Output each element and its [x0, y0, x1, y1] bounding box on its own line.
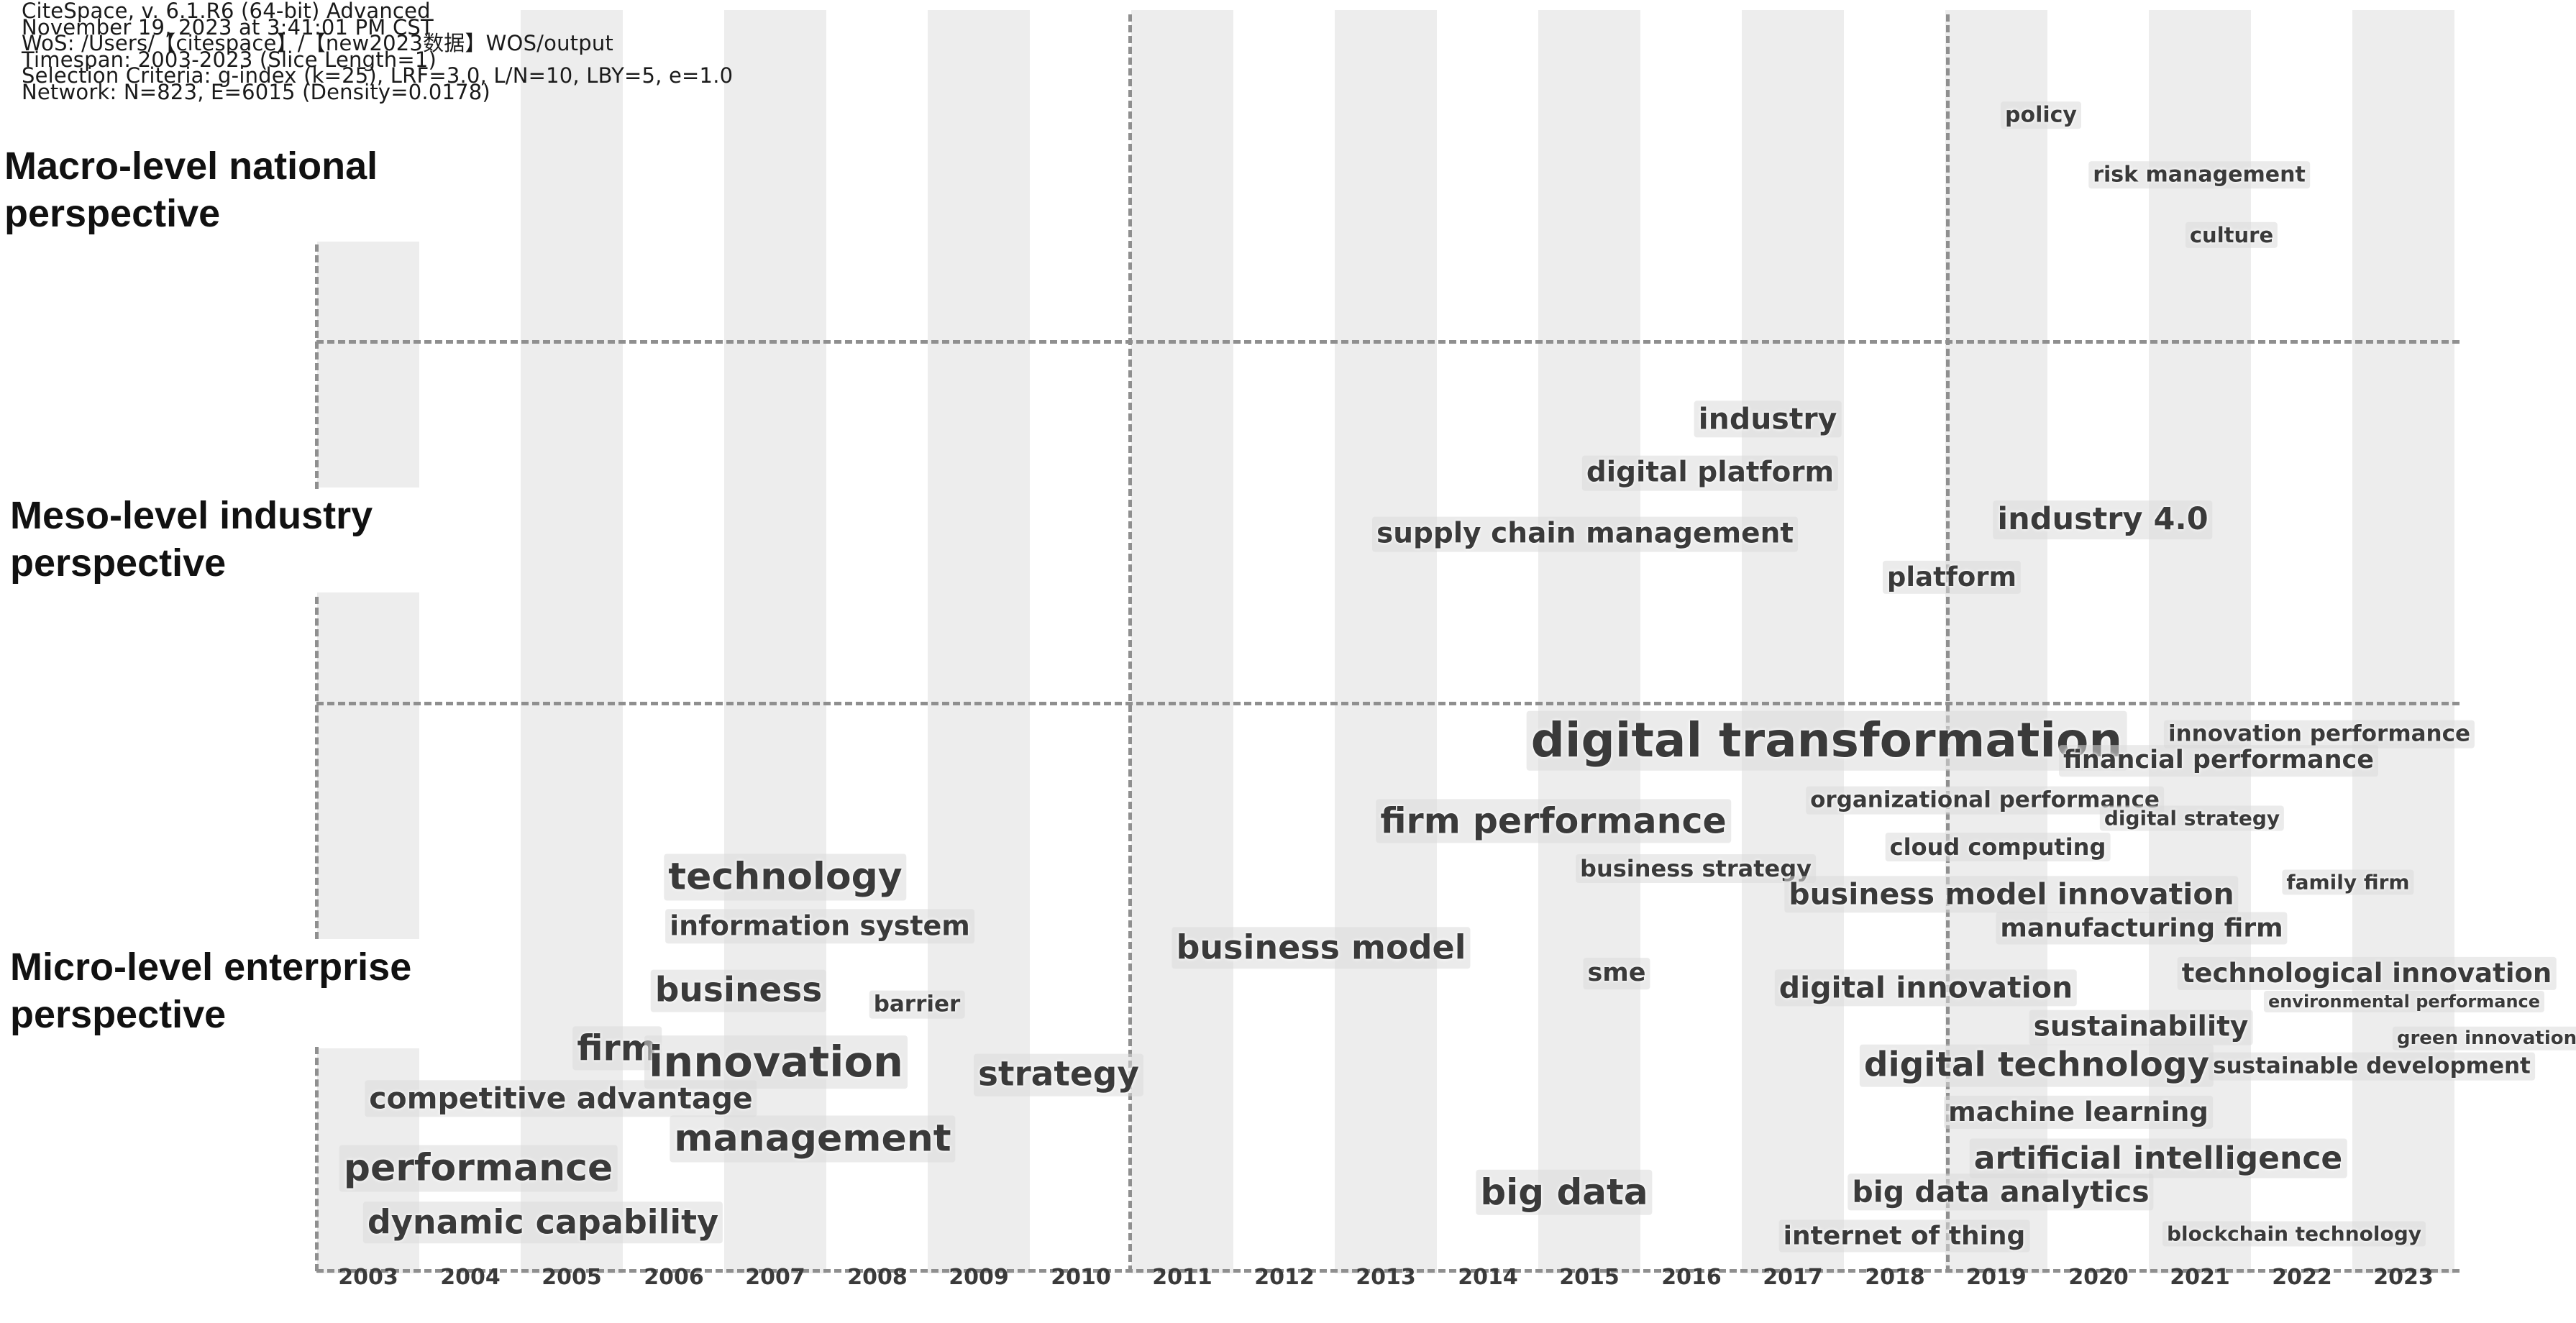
year-label: 2007 — [745, 1265, 805, 1290]
keyword-label: digital transformation — [1526, 710, 2127, 771]
keyword-label: digital platform — [1581, 455, 1839, 491]
keyword-label: business model — [1171, 927, 1471, 969]
year-label: 2015 — [1559, 1265, 1620, 1290]
year-label: 2003 — [338, 1265, 398, 1290]
year-label: 2008 — [847, 1265, 908, 1290]
keyword-label: cloud computing — [1885, 833, 2111, 861]
keyword-label: digital strategy — [2099, 805, 2285, 831]
keyword-label: digital innovation — [1774, 969, 2078, 1007]
header-selection: Selection Criteria: g-index (k=25), LRF=… — [22, 63, 734, 88]
year-label: 2009 — [949, 1265, 1009, 1290]
year-label: 2011 — [1152, 1265, 1212, 1290]
year-label: 2010 — [1051, 1265, 1111, 1290]
keyword-label: big data analytics — [1847, 1173, 2154, 1211]
label-gap-micro — [309, 939, 431, 1048]
level-label-macro: Macro-level national perspective — [4, 142, 378, 237]
year-stripe-2011 — [1131, 10, 1233, 1273]
left-border-meso — [315, 597, 319, 939]
keyword-label: firm — [572, 1026, 662, 1071]
level-label-micro-line2: perspective — [10, 993, 227, 1036]
keyword-label: firm performance — [1376, 799, 1731, 843]
year-label: 2004 — [440, 1265, 501, 1290]
keyword-label: green innovation — [2392, 1026, 2576, 1050]
keyword-label: family firm — [2282, 869, 2414, 895]
period-divider-2018 — [1946, 14, 1950, 1273]
left-border-micro — [315, 1047, 319, 1271]
keyword-label: barrier — [869, 990, 965, 1019]
header-date: November 19, 2023 at 3:41:01 PM CST — [22, 14, 434, 40]
keyword-label: dynamic capability — [362, 1201, 723, 1243]
year-label: 2018 — [1865, 1265, 1925, 1290]
keyword-label: big data — [1476, 1169, 1653, 1215]
keyword-label: policy — [2001, 101, 2081, 129]
level-label-micro-line1: Micro-level enterprise — [10, 946, 412, 989]
meso-micro-divider — [316, 702, 2459, 705]
keyword-label: financial performance — [2058, 745, 2379, 777]
keyword-label: information system — [665, 909, 974, 943]
keyword-label: sustainable development — [2209, 1052, 2535, 1081]
year-stripe-2017 — [1742, 10, 1844, 1273]
citespace-header: CiteSpace, v. 6.1.R6 (64-bit) Advanced N… — [22, 0, 734, 104]
period-divider-2010 — [1128, 14, 1132, 1273]
header-network: Network: N=823, E=6015 (Density=0.0178) — [22, 79, 490, 104]
macro-meso-divider — [316, 340, 2459, 344]
year-label: 2005 — [542, 1265, 602, 1290]
level-label-micro: Micro-level enterprise perspective — [10, 943, 411, 1038]
year-label: 2020 — [2068, 1265, 2129, 1290]
keyword-label: manufacturing firm — [1996, 912, 2288, 945]
year-label: 2012 — [1254, 1265, 1315, 1290]
keyword-label: technological innovation — [2177, 956, 2557, 991]
keyword-label: strategy — [974, 1053, 1143, 1097]
year-stripe-2023 — [2352, 10, 2454, 1273]
header-wos-path: WoS: /Users/【citespace】/【new2023数据】WOS/o… — [22, 31, 613, 55]
year-label: 2013 — [1356, 1265, 1416, 1290]
keyword-label: sustainability — [2029, 1010, 2253, 1045]
keyword-label: industry — [1694, 400, 1842, 438]
keyword-label: risk management — [2088, 161, 2310, 188]
keyword-label: digital technology — [1859, 1044, 2214, 1087]
year-label: 2021 — [2170, 1265, 2230, 1290]
keyword-label: business — [650, 969, 827, 1012]
keyword-label: competitive advantage — [365, 1080, 757, 1117]
keyword-label: platform — [1882, 560, 2022, 595]
keyword-label: machine learning — [1944, 1095, 2213, 1130]
level-label-macro-line2: perspective — [4, 192, 221, 235]
keyword-label: sme — [1583, 958, 1650, 989]
level-label-meso-line2: perspective — [10, 541, 227, 585]
keyword-label: supply chain management — [1372, 516, 1798, 552]
keyword-label: industry 4.0 — [1993, 500, 2213, 539]
year-stripe-2015 — [1538, 10, 1640, 1273]
keyword-label: business strategy — [1576, 854, 1816, 883]
year-label: 2023 — [2373, 1265, 2434, 1290]
year-stripe-2003 — [317, 242, 419, 1273]
level-label-meso: Meso-level industry perspective — [10, 492, 373, 587]
keyword-label: innovation — [644, 1035, 908, 1089]
keyword-label: blockchain technology — [2162, 1221, 2426, 1247]
year-label: 2019 — [1966, 1265, 2027, 1290]
header-timespan: Timespan: 2003-2023 (Slice Length=1) — [22, 47, 437, 72]
year-label: 2016 — [1661, 1265, 1722, 1290]
keyword-label: innovation performance — [2163, 720, 2475, 749]
year-stripe-2013 — [1335, 10, 1437, 1273]
year-label: 2014 — [1458, 1265, 1518, 1290]
label-gap-meso — [309, 487, 431, 592]
year-label: 2017 — [1763, 1265, 1823, 1290]
year-label: 2022 — [2272, 1265, 2332, 1290]
keyword-label: technology — [664, 853, 907, 901]
level-label-meso-line1: Meso-level industry — [10, 494, 373, 537]
level-label-macro-line1: Macro-level national — [4, 145, 378, 188]
keyword-label: management — [670, 1115, 956, 1163]
keyword-label: internet of thing — [1778, 1219, 2030, 1253]
keyword-label: environmental performance — [2263, 991, 2545, 1012]
keyword-label: culture — [2185, 221, 2278, 249]
header-version: CiteSpace, v. 6.1.R6 (64-bit) Advanced — [22, 0, 431, 23]
year-label: 2006 — [644, 1265, 704, 1290]
timeline-baseline — [316, 1269, 2459, 1273]
left-border-macro — [315, 244, 319, 489]
keyword-label: artificial intelligence — [1969, 1138, 2347, 1178]
keyword-label: performance — [339, 1145, 618, 1192]
keyword-label: business model innovation — [1784, 876, 2239, 913]
